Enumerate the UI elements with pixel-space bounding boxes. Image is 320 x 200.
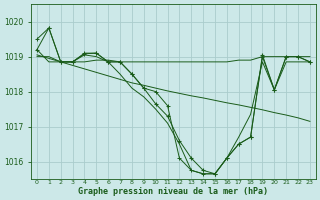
X-axis label: Graphe pression niveau de la mer (hPa): Graphe pression niveau de la mer (hPa) [78, 187, 268, 196]
